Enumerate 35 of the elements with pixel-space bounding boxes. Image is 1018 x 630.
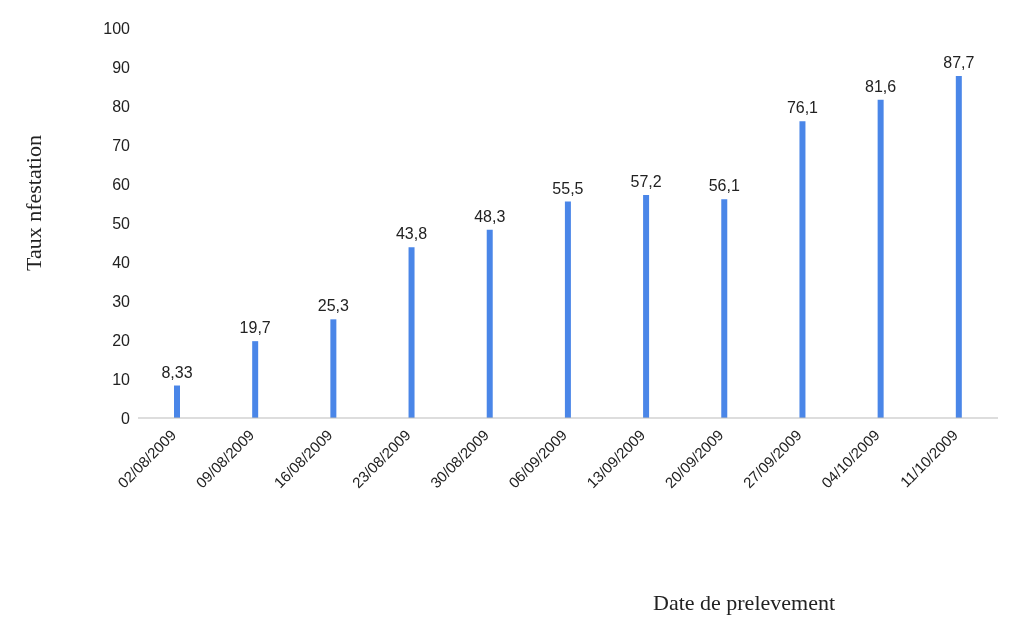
bar [174,385,180,418]
data-label: 19,7 [239,319,271,337]
y-tick-label: 70 [112,136,131,154]
data-label: 87,7 [943,53,975,71]
y-tick-label: 30 [112,292,131,310]
bar [408,247,415,418]
x-axis-title: Date de prelevement [653,590,836,616]
data-label: 8,33 [161,363,193,381]
data-label: 56,1 [708,177,740,195]
bar [330,319,337,418]
y-tick-label: 80 [112,97,131,115]
bar [721,199,728,418]
bar [252,341,259,418]
y-tick-label: 10 [112,370,131,388]
y-axis-title: Taux nfestation [20,135,46,271]
bar [564,201,571,418]
bar [955,75,962,418]
data-label: 55,5 [552,179,584,197]
y-tick-label: 20 [112,331,131,349]
data-label: 76,1 [786,99,819,117]
y-tick-label: 60 [112,175,131,193]
y-tick-label: 100 [103,19,131,37]
y-tick-label: 0 [121,409,131,427]
bar [799,121,806,418]
data-label: 43,8 [395,225,428,243]
bar [486,229,493,418]
data-label: 57,2 [630,172,662,190]
y-tick-label: 50 [112,214,131,232]
bar [877,99,884,418]
y-tick-label: 90 [112,58,131,76]
data-label: 48,3 [474,207,506,225]
y-tick-label: 40 [112,253,131,271]
data-label: 25,3 [317,297,350,315]
data-label: 81,6 [865,77,897,95]
bar [643,194,650,418]
